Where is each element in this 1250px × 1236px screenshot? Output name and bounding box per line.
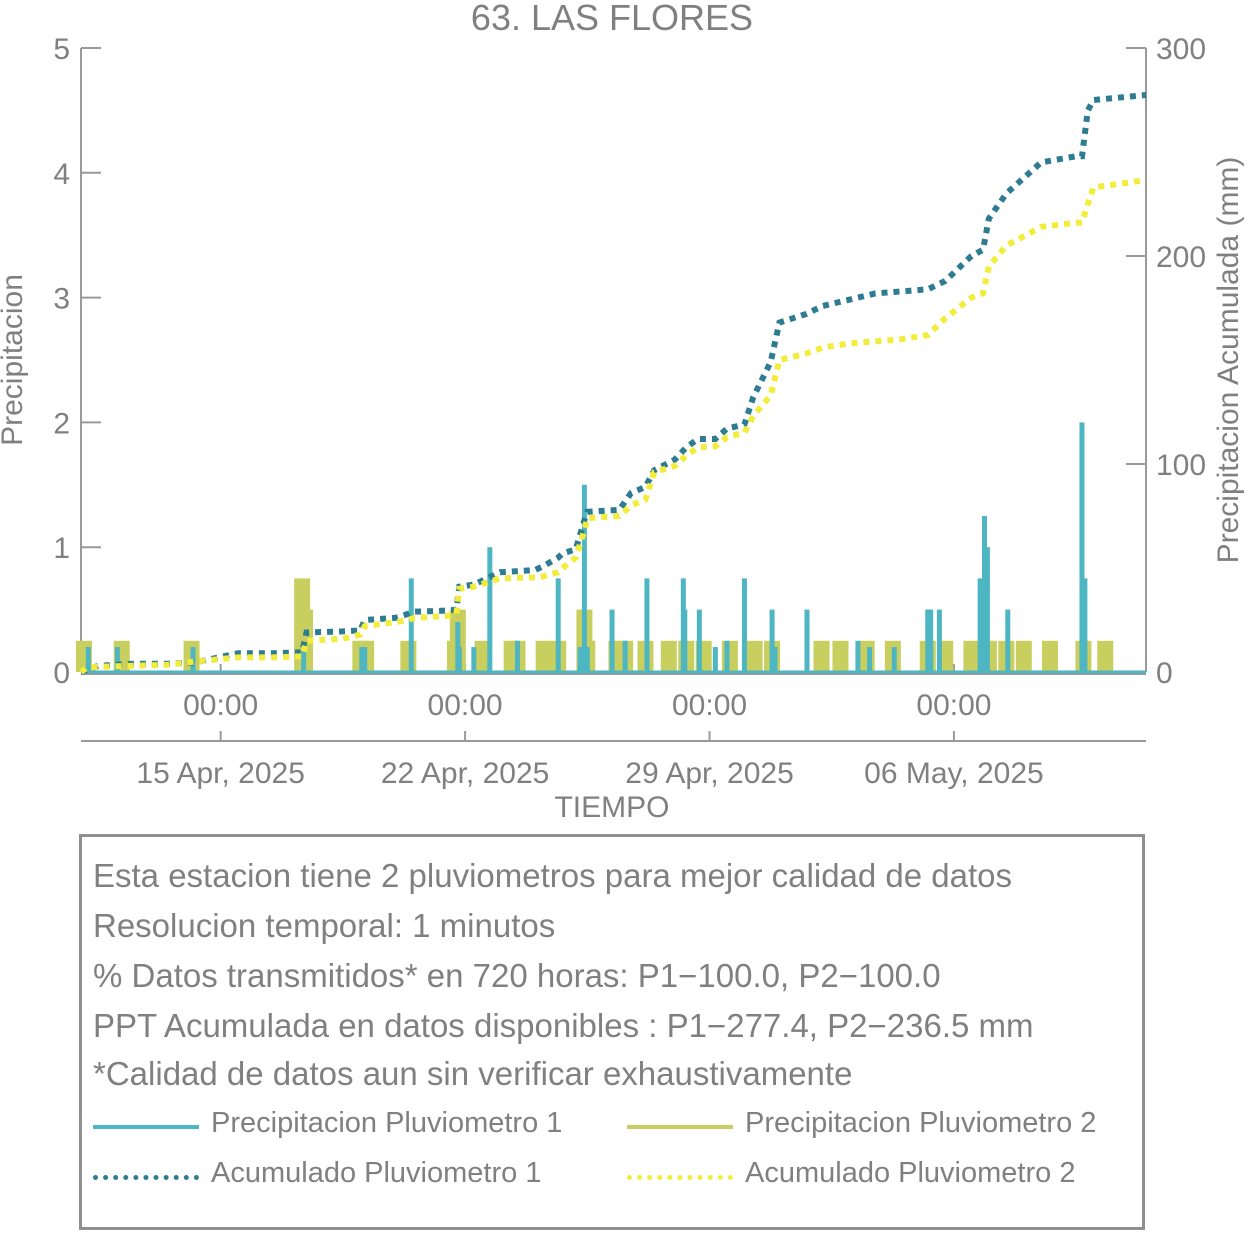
precip-bar	[487, 547, 493, 672]
legend-swatch	[627, 1125, 733, 1129]
chart-title: 63. LAS FLORES	[471, 0, 753, 38]
precip-bar	[577, 647, 583, 672]
precip-bar	[772, 647, 778, 672]
precip-bar	[1015, 640, 1032, 672]
precip-bar	[408, 578, 414, 672]
precip-bar	[813, 640, 830, 672]
precip-bar	[891, 647, 897, 672]
precip-bar	[471, 647, 477, 672]
note-accumulated: PPT Acumulada en datos disponibles : P1−…	[93, 1007, 1034, 1044]
precip-bar	[301, 647, 307, 672]
x-tick-label: 00:00	[672, 689, 747, 722]
precip-bar	[456, 647, 462, 672]
precip-bar	[682, 609, 688, 672]
precip-bar	[982, 516, 988, 672]
precip-bar	[858, 640, 875, 672]
precip-bar	[741, 578, 747, 672]
note-quality: *Calidad de datos aun sin verificar exha…	[93, 1055, 853, 1092]
y-tick-label: 4	[53, 158, 70, 191]
precip-bar	[609, 609, 615, 672]
x-tick-label: 00:00	[428, 689, 503, 722]
series-precipitacion-pluviometro-1	[81, 422, 1146, 674]
precip-bar	[746, 640, 763, 672]
y-axis-label: Precipitacion	[0, 274, 29, 446]
legend-swatch	[627, 1175, 733, 1180]
legend-label: Precipitacion Pluviometro 1	[211, 1107, 563, 1139]
precip-bar	[114, 647, 120, 672]
y2-tick-label: 300	[1156, 33, 1206, 66]
precip-bar	[1005, 609, 1011, 672]
precip-bar	[474, 640, 491, 672]
legend-swatch	[93, 1125, 199, 1129]
precip-bar	[696, 609, 702, 672]
precip-bar	[977, 578, 983, 672]
legend-swatch	[93, 1175, 199, 1180]
legend-label: Precipitacion Pluviometro 2	[745, 1107, 1097, 1139]
precip-bar	[721, 640, 738, 672]
precip-bar	[622, 640, 628, 672]
precip-bar	[804, 609, 810, 672]
date-tick-label: 22 Apr, 2025	[381, 757, 550, 790]
precip-bar	[584, 647, 590, 672]
precip-bar	[644, 578, 650, 672]
date-tick-label: 15 Apr, 2025	[136, 757, 305, 790]
precip-bar	[535, 640, 552, 672]
precip-bar	[936, 609, 942, 672]
precip-bar	[963, 640, 980, 672]
precip-bar	[85, 647, 91, 672]
axes: 0 1 2 3 4 5 0 100 200 300 00:00 15 Apr, 2025 00:00 22…	[53, 33, 1206, 790]
date-tick-label: 29 Apr, 2025	[625, 757, 794, 790]
precip-bar	[1082, 578, 1088, 672]
precip-bar	[769, 609, 775, 672]
precip-bar	[925, 609, 931, 672]
precip-bar	[832, 640, 849, 672]
date-tick-label: 06 May, 2025	[864, 757, 1044, 790]
precip-bar	[1097, 640, 1114, 672]
precip-bar	[928, 609, 934, 672]
y2-axis-label: Precipitacion Acumulada (mm)	[1212, 157, 1245, 564]
y-tick-label: 0	[53, 657, 70, 690]
y-tick-label: 3	[53, 283, 70, 316]
precip-bar	[1079, 422, 1085, 672]
precip-bar	[660, 640, 677, 672]
precip-bar	[855, 640, 861, 672]
legend-label: Acumulado Pluviometro 1	[211, 1157, 542, 1189]
precip-bar	[514, 640, 520, 672]
x-tick-label: 00:00	[183, 689, 258, 722]
y2-tick-label: 100	[1156, 449, 1206, 482]
precip-bar	[712, 647, 718, 672]
precip-bar	[359, 647, 365, 672]
precipitation-chart: 63. LAS FLORES 0 1 2 3 4 5 0 100 200 300 00:00 15 A…	[0, 0, 1245, 824]
y-tick-label: 1	[53, 532, 70, 565]
precip-bar	[984, 547, 990, 672]
precip-bar	[400, 640, 417, 672]
y2-tick-label: 0	[1156, 657, 1173, 690]
y2-tick-label: 200	[1156, 241, 1206, 274]
station-info-box: Esta estacion tiene 2 pluviometros para …	[79, 834, 1145, 1230]
y-tick-label: 2	[53, 407, 70, 440]
note-stations: Esta estacion tiene 2 pluviometros para …	[93, 857, 1013, 894]
note-resolution: Resolucion temporal: 1 minutos	[93, 907, 556, 944]
cumulative-line	[79, 177, 1147, 675]
x-tick-label: 00:00	[916, 689, 991, 722]
note-transmitted: % Datos transmitidos* en 720 horas: P1−1…	[93, 957, 941, 994]
precip-bar	[867, 647, 873, 672]
precip-bar	[581, 484, 587, 672]
legend-label: Acumulado Pluviometro 2	[745, 1157, 1076, 1189]
precip-bar	[724, 640, 730, 672]
series-acumulado-pluviometro-2	[79, 177, 1147, 675]
y-tick-label: 5	[53, 33, 70, 66]
precip-bar	[555, 578, 561, 672]
precip-bar	[1041, 640, 1058, 672]
precip-bar	[362, 647, 368, 672]
x-axis-label: TIEMPO	[554, 791, 669, 824]
